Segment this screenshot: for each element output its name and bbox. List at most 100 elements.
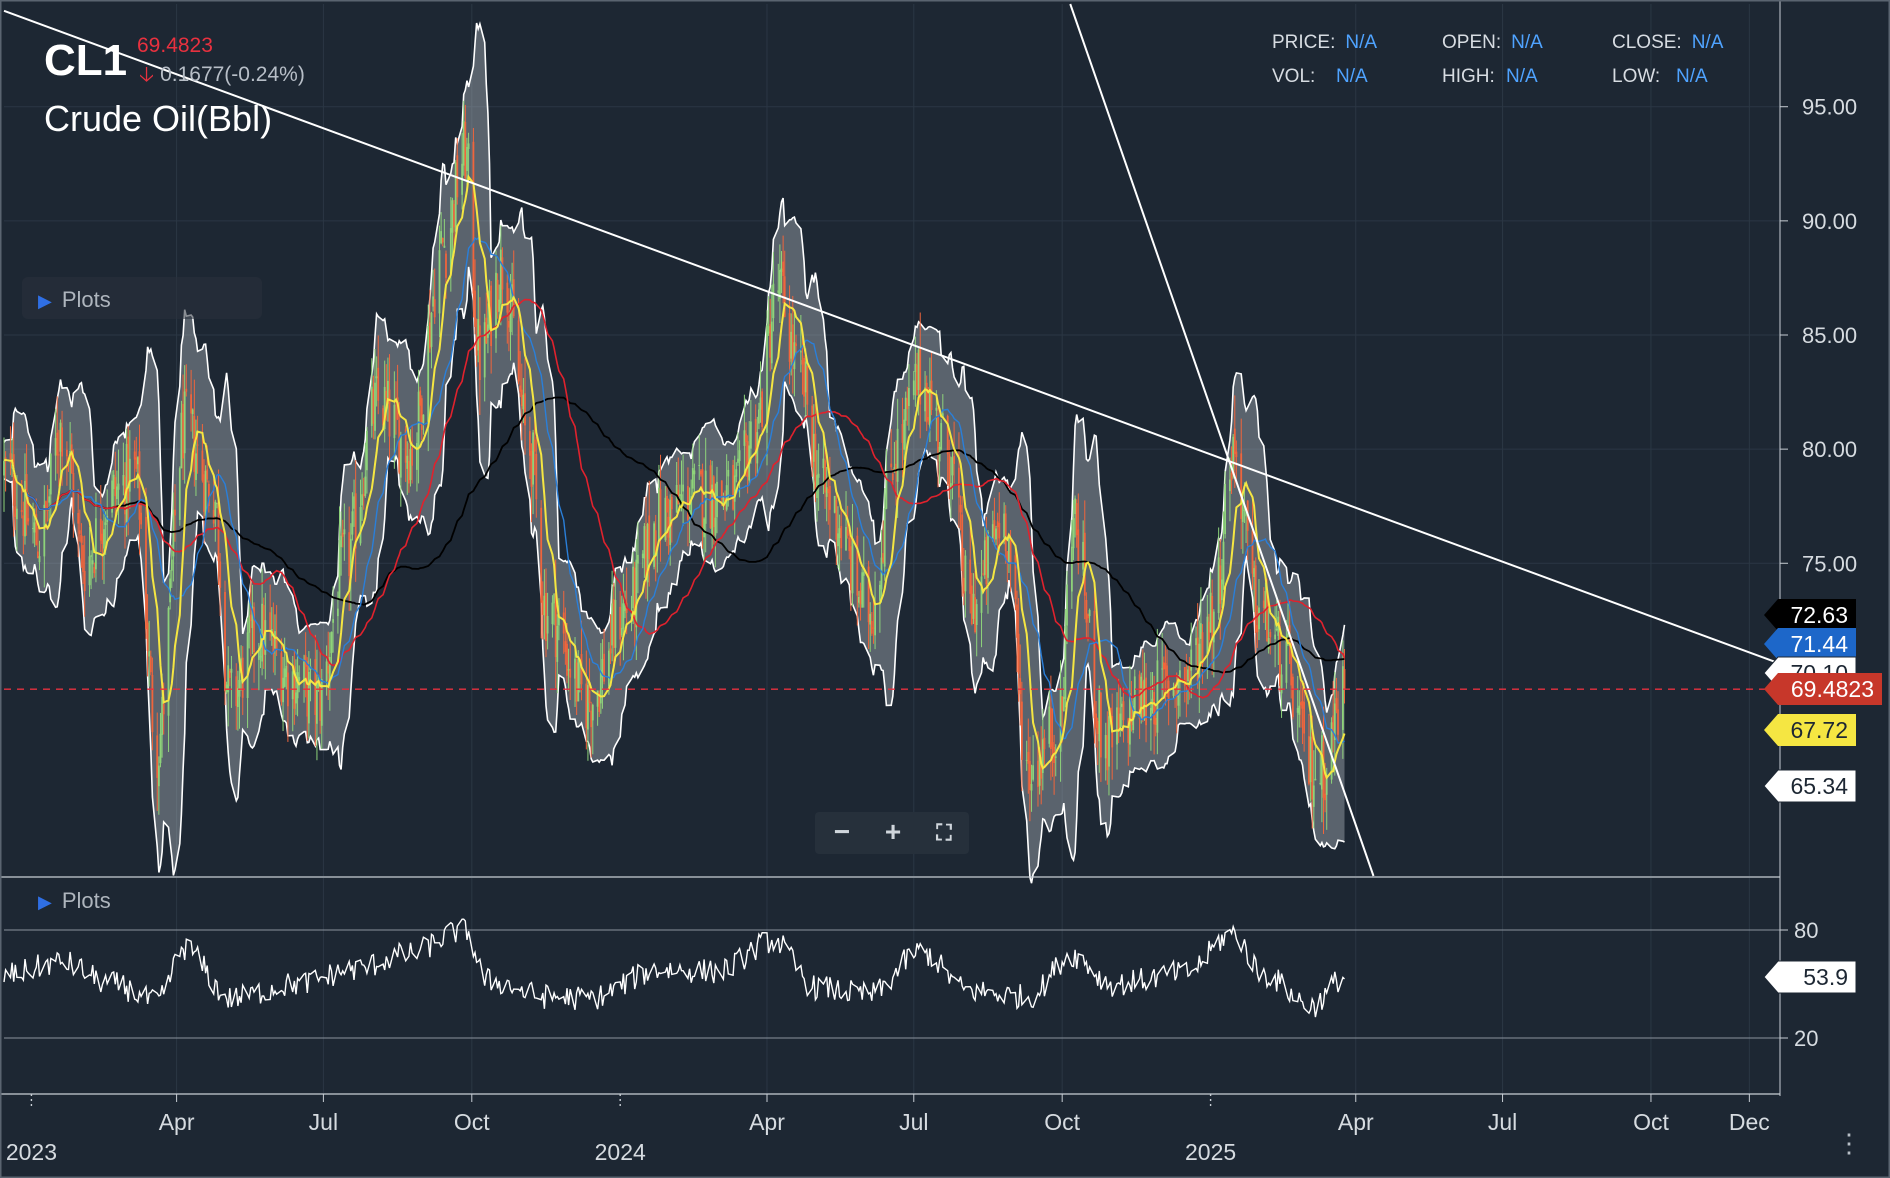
candle-body [258,648,260,660]
candle-body [780,268,783,272]
candle-body [441,238,444,243]
candle-body [885,470,888,509]
candle-body [919,347,922,405]
candle-body [874,603,876,636]
candle-body [1198,643,1201,679]
candle-body [1156,660,1159,733]
candle-body [1301,701,1304,709]
candle-body [235,676,238,707]
candle-body [743,430,746,446]
candle-body [533,439,536,452]
candle-body [377,367,380,401]
candle-body [635,559,638,628]
candle-body [1314,778,1317,781]
candle-body [440,231,442,244]
candle-body [359,507,362,544]
candle-body [27,518,30,522]
candle-body [274,631,276,649]
x-month-label: Jul [1488,1109,1517,1135]
candle-body [411,447,413,466]
candle-body [682,484,684,492]
candle-body [1201,632,1204,665]
candle-body [972,593,975,619]
candle-body [103,529,105,549]
candle-body [1040,756,1043,779]
candle-body [383,386,386,429]
candle-body [1309,736,1312,783]
ohlc-price: PRICE: N/A [1272,32,1377,54]
candle-body [1096,720,1099,734]
candle-body [433,299,436,318]
candle-body [399,435,402,478]
zoom-in-icon[interactable]: + [884,816,902,847]
candle-body [1041,739,1044,773]
candle-body [83,571,86,592]
candle-body [946,416,949,455]
candle-body [282,677,284,703]
candle-body [608,650,610,687]
candle-body [908,388,910,406]
fullscreen-icon[interactable]: ⛶ [936,820,952,845]
main-plots-label: Plots [61,287,111,312]
main-plots-toggle[interactable]: ▶ Plots [38,287,111,313]
candle-body [190,394,192,414]
candle-body [496,279,499,313]
candle-body [483,322,486,378]
candle-body [183,391,186,454]
candle-body [575,662,578,702]
candle-body [577,658,580,702]
candle-body [45,501,47,510]
candle-body [1162,662,1165,670]
x-year-label: 2023 [6,1139,57,1165]
candle-body [648,515,651,560]
candle-body [601,659,604,678]
vertical-dots-icon[interactable]: ⋮ [1836,1128,1862,1158]
candle-body [980,576,983,613]
zoom-out-icon[interactable]: − [833,816,851,847]
candle-body [624,605,626,611]
candle-body [1256,625,1259,632]
candle-body [214,501,217,516]
candle-body [824,460,826,493]
ma-blue [3,236,1345,744]
candle-body [590,710,593,728]
candle-body [701,469,704,529]
candle-body [738,450,741,462]
candle-body [477,319,480,351]
candle-body [679,494,681,496]
candle-body [951,457,954,476]
candle-body [343,529,346,535]
candle-body [1251,530,1254,574]
candle-body [856,535,859,596]
candle-body [156,735,159,778]
candle-body [530,450,533,487]
candle-body [32,528,34,529]
candle-body [1127,718,1130,743]
oscillator-plots-toggle[interactable]: ▶ Plots [38,888,111,914]
candle-body [228,670,231,678]
candle-body [975,604,978,625]
candle-body [545,593,547,641]
candle-body [551,602,554,625]
candle-body [666,496,668,513]
price-label-65.34-bg [1763,769,1857,803]
candle-body [351,511,354,535]
candle-body [1100,692,1102,758]
candle-body [372,388,375,424]
candle-body [700,470,702,475]
candle-body [869,613,872,625]
trendline-2 [1069,3,1375,877]
candle-body [1130,700,1133,725]
candle-body [1296,707,1299,713]
candle-body [653,523,655,567]
candle-body [466,147,468,171]
candle-body [987,531,989,578]
candle-body [3,460,5,476]
candle-body [38,556,41,563]
candle-body [1037,760,1039,787]
candle-body [779,270,781,299]
candle-body [816,475,818,498]
candle-body [737,458,739,463]
candle-body [872,627,875,629]
